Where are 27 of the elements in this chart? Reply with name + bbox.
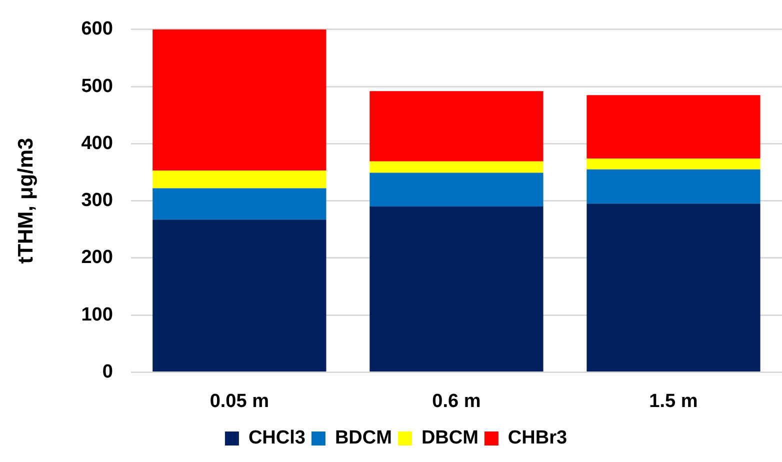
bar <box>586 169 760 204</box>
bar <box>586 95 760 159</box>
bar <box>152 170 326 188</box>
bar <box>152 29 326 171</box>
legend-label: CHCl3 <box>248 428 306 449</box>
legend-label: BDCM <box>334 428 392 449</box>
y-tick-label: 400 <box>81 132 113 154</box>
bar <box>370 91 544 162</box>
bar <box>152 220 326 372</box>
x-tick-label: 1.5 m <box>649 390 698 412</box>
y-tick-label: 500 <box>81 76 113 97</box>
x-tick-label: 0.05 m <box>210 390 269 412</box>
y-tick-label: 300 <box>81 190 113 212</box>
bar <box>370 206 544 372</box>
y-tick-label: 200 <box>81 247 113 268</box>
bar <box>370 172 544 207</box>
legend-label: DBCM <box>421 428 478 449</box>
y-tick-label: 0 <box>102 361 113 382</box>
y-tick-label: 100 <box>81 304 113 326</box>
bar <box>586 158 760 170</box>
x-tick-label: 0.6 m <box>432 390 481 412</box>
legend-label: CHBr3 <box>508 428 568 449</box>
bar <box>152 188 326 220</box>
y-axis-title: tTHM, μg/m3 <box>14 138 38 264</box>
y-tick-label: 600 <box>81 18 113 40</box>
bar <box>586 204 760 372</box>
bar <box>370 161 544 173</box>
